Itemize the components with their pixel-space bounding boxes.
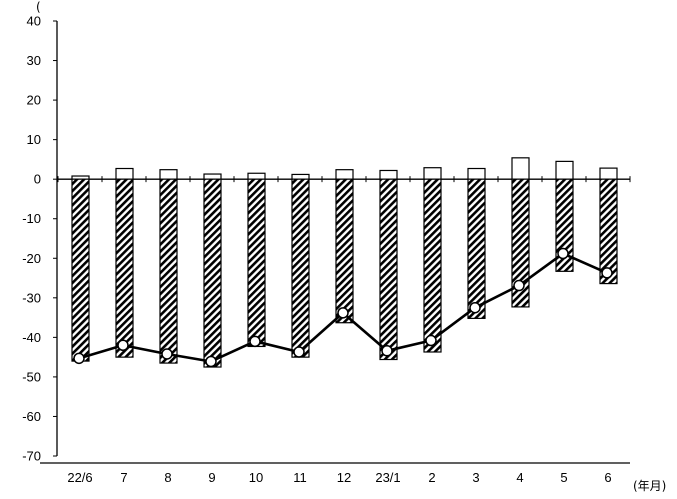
- white-bar: [203, 173, 222, 180]
- y-tick-label: 30: [27, 53, 41, 68]
- white-bar: [115, 167, 134, 180]
- x-tick-label: 2: [428, 470, 435, 485]
- y-tick-label: -30: [22, 290, 41, 305]
- hatched-bar: [71, 178, 90, 362]
- hatched-bar: [203, 178, 222, 368]
- white-bar: [599, 167, 618, 180]
- x-tick-label: 12: [337, 470, 351, 485]
- x-unit-label: (年月): [633, 479, 666, 493]
- x-tick-label: 4: [516, 470, 523, 485]
- line-marker: [337, 307, 349, 319]
- x-tick-label: 8: [164, 470, 171, 485]
- x-tick-label: 5: [560, 470, 567, 485]
- line-marker: [601, 267, 613, 279]
- bars: [71, 157, 618, 368]
- white-bar: [511, 157, 530, 180]
- white-bar: [335, 169, 354, 180]
- y-tick-label: -60: [22, 409, 41, 424]
- y-tick-label: 0: [34, 172, 41, 187]
- x-tick-label: 11: [293, 470, 307, 485]
- white-bar: [291, 173, 310, 180]
- y-unit-label: (: [36, 0, 41, 14]
- hatched-bar: [511, 178, 530, 308]
- line-marker: [469, 301, 481, 314]
- hatched-bar: [467, 178, 486, 319]
- x-tick-label: 6: [604, 470, 611, 485]
- hatched-bar: [423, 178, 442, 353]
- y-tick-label: 10: [27, 132, 41, 147]
- white-bar: [159, 169, 178, 180]
- line-marker: [205, 355, 217, 368]
- hatched-bar: [115, 178, 134, 358]
- hatched-bar: [335, 178, 354, 324]
- x-tick-label: 23/1: [375, 470, 400, 485]
- x-tick-label: 22/6: [67, 470, 92, 485]
- y-tick-label: -20: [22, 251, 41, 266]
- y-tick-label: 20: [27, 93, 41, 108]
- x-tick-label: 7: [120, 470, 127, 485]
- white-bar: [467, 167, 486, 180]
- hatched-bar: [247, 178, 266, 348]
- line-marker: [513, 279, 525, 292]
- y-tick-label: -10: [22, 211, 41, 226]
- x-tick-label: 10: [249, 470, 263, 485]
- hatched-bar: [555, 178, 574, 272]
- y-tick-label: 40: [27, 14, 41, 29]
- y-tick-label: -70: [22, 449, 41, 464]
- line-marker: [381, 345, 393, 357]
- line-series: [73, 247, 613, 368]
- line-marker: [293, 346, 305, 358]
- hatched-bar: [159, 178, 178, 364]
- white-bar: [423, 167, 442, 180]
- y-tick-label: -50: [22, 369, 41, 384]
- line-marker: [557, 247, 569, 260]
- white-bar: [247, 172, 266, 180]
- white-bar: [379, 169, 398, 180]
- x-tick-label: 3: [472, 470, 479, 485]
- y-axis: 40 30 20 10 0 -10 -20 -30 -40 -50 -60 -70: [22, 14, 58, 464]
- white-bar: [555, 160, 574, 180]
- line-marker: [73, 352, 85, 365]
- line-marker: [425, 334, 437, 347]
- hatched-bar: [291, 178, 310, 358]
- line-marker: [161, 348, 173, 360]
- x-tick-label: 9: [208, 470, 215, 485]
- hatched-bar: [599, 178, 618, 285]
- line-marker: [117, 339, 129, 352]
- hatched-bar: [379, 178, 398, 361]
- y-tick-label: -40: [22, 330, 41, 345]
- line-marker: [249, 335, 261, 348]
